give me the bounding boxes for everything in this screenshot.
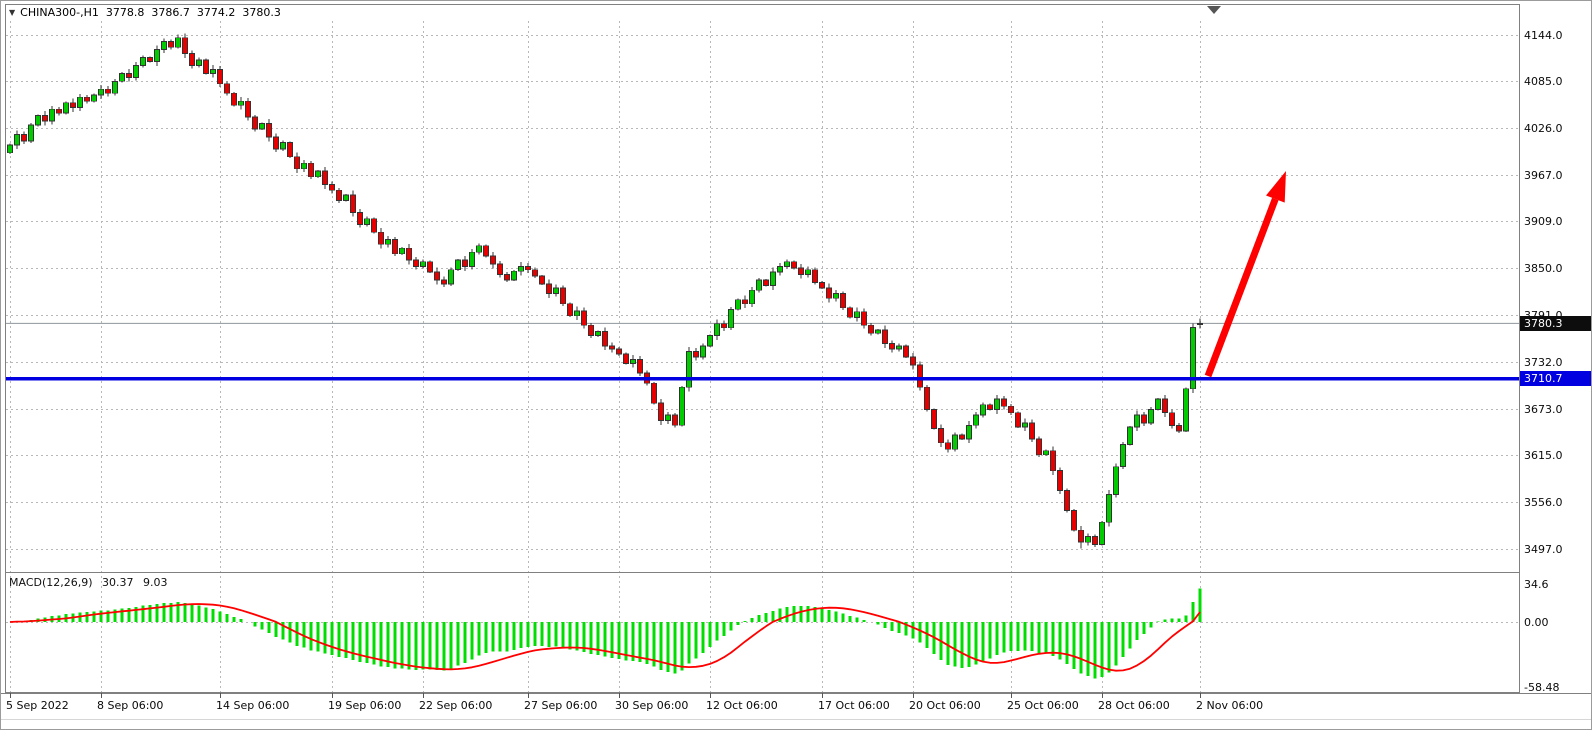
quote-high: 3786.7	[151, 6, 190, 19]
price-axis-label: 4085.0	[1524, 75, 1563, 88]
quote-low: 3774.2	[196, 6, 236, 19]
trend-arrow[interactable]	[1204, 171, 1286, 378]
chart-frame	[1, 4, 1591, 720]
quote-header: ▼ CHINA300-,H1 3778.8 3786.7 3774.2 3780…	[9, 6, 281, 19]
time-axis-label: 19 Sep 06:00	[328, 699, 402, 712]
time-axis-label: 8 Sep 06:00	[97, 699, 164, 712]
price-axis-label: 3673.0	[1524, 403, 1563, 416]
price-axis-label: 3791.0	[1524, 309, 1563, 322]
price-axis-label: 3850.0	[1524, 262, 1563, 275]
price-axis-label: 3967.0	[1524, 169, 1563, 182]
symbol-title: CHINA300-,H1	[20, 6, 99, 19]
time-axis-label: 30 Sep 06:00	[615, 699, 689, 712]
macd-pane[interactable]	[5, 574, 1519, 693]
macd-signal-value: 9.03	[143, 576, 168, 589]
time-axis-label: 22 Sep 06:00	[419, 699, 493, 712]
symbol-dropdown-icon: ▼	[9, 8, 16, 17]
macd-axis-label: 34.6	[1524, 578, 1549, 591]
time-axis-label: 5 Sep 2022	[6, 699, 69, 712]
time-axis-label: 12 Oct 06:00	[706, 699, 778, 712]
time-axis-label: 28 Oct 06:00	[1098, 699, 1170, 712]
price-axis-label: 3909.0	[1524, 215, 1563, 228]
price-axis-label: 3732.0	[1524, 356, 1563, 369]
candles	[7, 33, 1203, 549]
price-axis-label: 4026.0	[1524, 122, 1563, 135]
time-axis-label: 20 Oct 06:00	[909, 699, 981, 712]
price-axis-label: 3497.0	[1524, 543, 1563, 556]
time-axis-label: 14 Sep 06:00	[216, 699, 290, 712]
macd-name: MACD(12,26,9)	[9, 576, 93, 589]
time-axis-label: 2 Nov 06:00	[1196, 699, 1264, 712]
macd-indicator-label: MACD(12,26,9) 30.37 9.03	[9, 576, 174, 589]
macd-axis-label: 0.00	[1524, 616, 1549, 629]
chart-shift-marker-icon[interactable]	[1207, 6, 1221, 14]
macd-histogram	[15, 588, 1202, 679]
chart-plot-area[interactable]	[5, 4, 1519, 572]
price-axis-label: 4144.0	[1524, 29, 1563, 42]
macd-signal-line	[9, 603, 1201, 672]
time-axis-label: 25 Oct 06:00	[1007, 699, 1079, 712]
time-axis-label: 17 Oct 06:00	[818, 699, 890, 712]
macd-main-value: 30.37	[102, 576, 134, 589]
price-axis-label: 3615.0	[1524, 449, 1563, 462]
time-axis-label: 27 Sep 06:00	[524, 699, 598, 712]
macd-axis-label: -58.48	[1524, 681, 1560, 694]
price-axis-label: 3556.0	[1524, 496, 1563, 509]
hline-price-tag: 3710.7	[1520, 371, 1591, 387]
quote-close: 3780.3	[242, 6, 281, 19]
current-price-tag: 3780.3	[1520, 315, 1591, 331]
quote-open: 3778.8	[105, 6, 145, 19]
